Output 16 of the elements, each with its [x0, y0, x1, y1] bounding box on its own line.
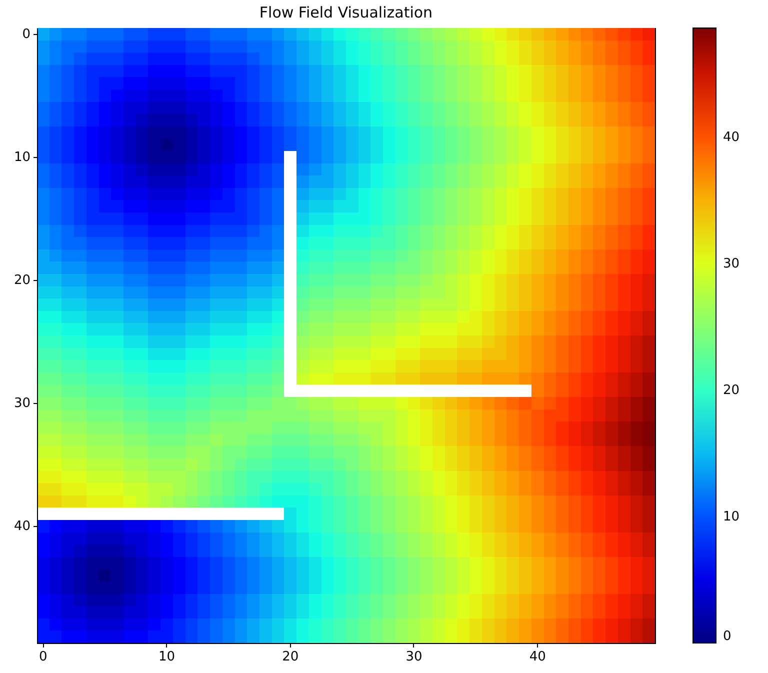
chart-title: Flow Field Visualization	[259, 4, 433, 22]
color-bar-label: 30	[723, 256, 740, 272]
y-tick-label: 20	[14, 273, 30, 288]
y-tick-label: 40	[14, 519, 30, 534]
y-tick-label: 10	[14, 150, 30, 166]
color-bar-label: 20	[723, 382, 740, 398]
x-tick-label: 40	[529, 650, 546, 664]
y-tick-label: 30	[14, 396, 30, 412]
color-bar-label: 0	[723, 629, 732, 644]
x-tick-label: 0	[39, 650, 48, 664]
x-tick-label: 20	[282, 650, 299, 664]
color-bar-label: 10	[723, 509, 740, 524]
y-tick-label: 0	[22, 27, 30, 42]
color-bar-label: 40	[723, 130, 740, 145]
x-tick-label: 10	[158, 650, 176, 664]
x-tick-label: 30	[406, 650, 422, 664]
